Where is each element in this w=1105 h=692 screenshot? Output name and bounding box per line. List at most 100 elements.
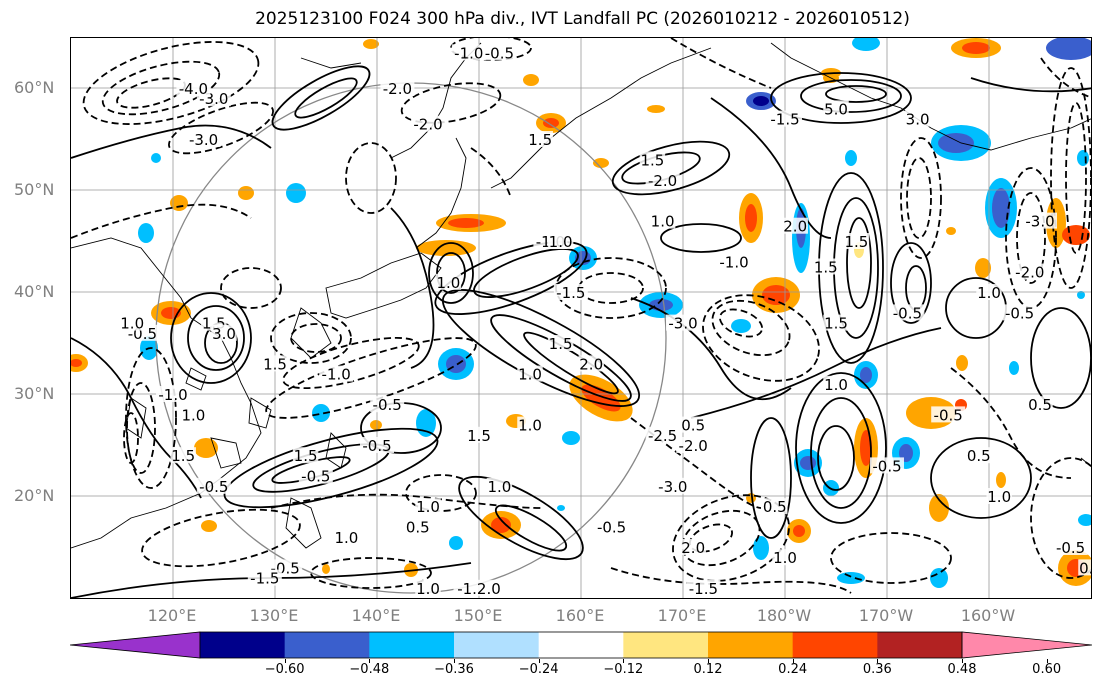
contour-label: 3.0: [906, 111, 930, 129]
contour-label-bg: [1002, 304, 1037, 321]
contour-label: -0.5: [485, 44, 514, 62]
contour-label-bg: [655, 477, 690, 494]
contour-label: -2.0: [383, 80, 412, 98]
contour-label-bg: [180, 406, 207, 423]
contour-label-bg: [1027, 396, 1053, 413]
contour-label-bg: [486, 477, 513, 494]
contour-label: 1.0: [824, 376, 848, 394]
contour-label: -2.0: [1015, 264, 1044, 282]
colorbar-outline: [199, 631, 963, 659]
contour-label-bg: [870, 457, 904, 474]
contour-label-bg: [772, 549, 798, 566]
contour-label: 1.0: [416, 498, 440, 516]
contour-label-bg: [435, 273, 462, 290]
lon-label-140e: 140°E: [351, 606, 401, 625]
contour-label-bg: [813, 258, 839, 275]
contour-label-bg: [451, 44, 486, 61]
contour-label: -1.5: [556, 284, 585, 302]
contour-label-bg: [986, 488, 1012, 504]
contour-label-bg: [823, 375, 849, 392]
contour-label-bg: [594, 518, 629, 535]
contour-label: -0.5: [597, 519, 626, 537]
contour-label-bg: [517, 365, 543, 382]
contour-label: 1.0: [334, 529, 358, 547]
colorbar-tick-mark: [962, 659, 963, 663]
contour-label-bg: [768, 110, 802, 127]
contour-label: -2.0: [413, 116, 442, 134]
contour-label-bg: [292, 447, 319, 464]
colorbar-tick-label: −0.12: [603, 662, 644, 677]
lon-label-120e: 120°E: [147, 606, 197, 625]
contour-label-bg: [466, 426, 492, 443]
contour-label: 1.5: [640, 151, 664, 169]
colorbar-tick-label: −0.36: [434, 662, 474, 677]
colorbar-tick-label: 0.60: [1032, 662, 1062, 677]
contour-label: 1.0: [651, 213, 675, 231]
contour-label-bg: [319, 365, 354, 382]
contour-label: -1.0: [158, 386, 187, 404]
colorbar-tick-mark: [369, 659, 371, 663]
contour-label: 1.0: [518, 417, 542, 435]
contour-label: 3.0: [212, 325, 236, 343]
contour-label: 0.5: [967, 447, 991, 465]
contour-label: -1.0: [454, 44, 483, 62]
contour-label: -3.0: [658, 478, 687, 496]
contour-label-bg: [380, 80, 415, 96]
contour-label: 1.0: [487, 478, 511, 496]
colorbar-cell: [200, 632, 286, 658]
contour-label-bg: [196, 477, 231, 494]
contour-label-bg: [843, 233, 870, 249]
colorbar-tick-mark: [623, 659, 625, 663]
contour-label-bg: [119, 314, 145, 331]
contour-label-bg: [333, 528, 360, 545]
contour-label-bg: [645, 171, 680, 188]
lat-label-30n: 30°N: [14, 384, 55, 403]
lat-label-60n: 60°N: [14, 78, 55, 97]
contour-label-bg: [547, 233, 574, 249]
contour-label-bg: [170, 447, 196, 464]
contour-label: -0.5: [301, 468, 330, 486]
divergence-shading: [71, 38, 1091, 588]
contour-label-bg: [482, 44, 517, 61]
lon-label-150e: 150°E: [453, 606, 503, 625]
contour-label: -1.5: [250, 570, 279, 588]
contour-label: 1.5: [263, 355, 287, 373]
contour-label-bg: [411, 115, 445, 132]
contour-label: -0.5: [934, 406, 963, 424]
contour-label-bg: [890, 304, 925, 321]
contour-label: 1.0: [977, 284, 1001, 302]
contour-label-bg: [762, 498, 788, 515]
contour-label-bg: [262, 355, 288, 372]
contour-label-bg: [666, 314, 700, 331]
colorbar-tick-label: 0.24: [778, 662, 808, 677]
colorbar-tick-label: −0.48: [349, 662, 390, 677]
colorbar-extend-max: [961, 631, 1092, 659]
contour-label: 0.5: [763, 498, 787, 516]
colorbar-extend-min: [70, 631, 201, 659]
contour-label: 1.0: [436, 274, 460, 292]
colorbar-tick-mark: [538, 659, 540, 663]
contour-label: -2.0: [648, 172, 677, 190]
contour-label-bg: [1012, 263, 1047, 280]
lon-label-160e: 160°E: [555, 606, 605, 625]
contour-label-bg: [527, 131, 553, 147]
contour-label-bg: [649, 212, 676, 229]
contour-label: 1.5: [824, 315, 848, 333]
contour-label-bg: [453, 579, 505, 596]
contour-label: 1.0: [549, 233, 573, 251]
colorbar-tick-label: 0.48: [947, 662, 977, 677]
lon-label-170e: 170°E: [657, 606, 707, 625]
map-plot-area[interactable]: -1.0 -0.5 -3.0 -4.0 -2.0 -2.0 -3.0 1.5 1.5 -1.5 5.…: [70, 37, 1092, 599]
contour-label: -1.5: [689, 580, 718, 598]
contour-label: 1.0: [987, 488, 1011, 506]
contour-label-bg: [547, 335, 574, 351]
contour-label: 1.0: [120, 315, 144, 333]
contour-label: -0.5: [872, 457, 901, 475]
contour-label: 2.0: [783, 218, 807, 236]
colorbar-tick-mark: [877, 659, 879, 663]
lon-label-160w: 160°W: [960, 606, 1016, 625]
map-title: 2025123100 F024 300 hPa div., IVT Landfa…: [255, 9, 910, 29]
lat-label-20n: 20°N: [14, 486, 55, 505]
contour-label-bg: [360, 437, 394, 453]
contour-label-bg: [415, 579, 441, 596]
